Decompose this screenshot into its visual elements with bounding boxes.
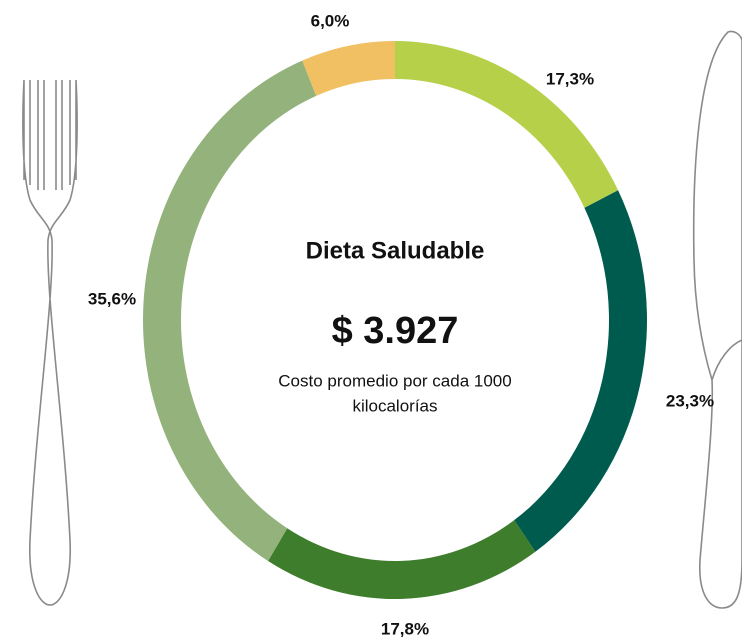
chart-title: Dieta Saludable bbox=[306, 237, 485, 264]
value-label: 23,3% bbox=[666, 391, 714, 410]
value-label: 35,6% bbox=[88, 289, 136, 308]
subtitle-line: kilocalorías bbox=[352, 396, 437, 415]
fork-icon bbox=[22, 79, 78, 606]
knife-icon bbox=[692, 30, 742, 609]
center-value: $ 3.927 bbox=[332, 310, 459, 352]
donut-segment bbox=[514, 190, 647, 552]
donut-segment bbox=[268, 520, 536, 600]
value-label: 6,0% bbox=[311, 11, 350, 30]
value-label: 17,8% bbox=[381, 619, 429, 638]
donut-segment bbox=[302, 41, 395, 96]
donut bbox=[143, 41, 647, 600]
donut-segment bbox=[395, 41, 619, 208]
value-label: 17,3% bbox=[546, 69, 594, 88]
subtitle-line: Costo promedio por cada 1000 bbox=[278, 371, 511, 390]
donut-segment bbox=[143, 60, 317, 562]
